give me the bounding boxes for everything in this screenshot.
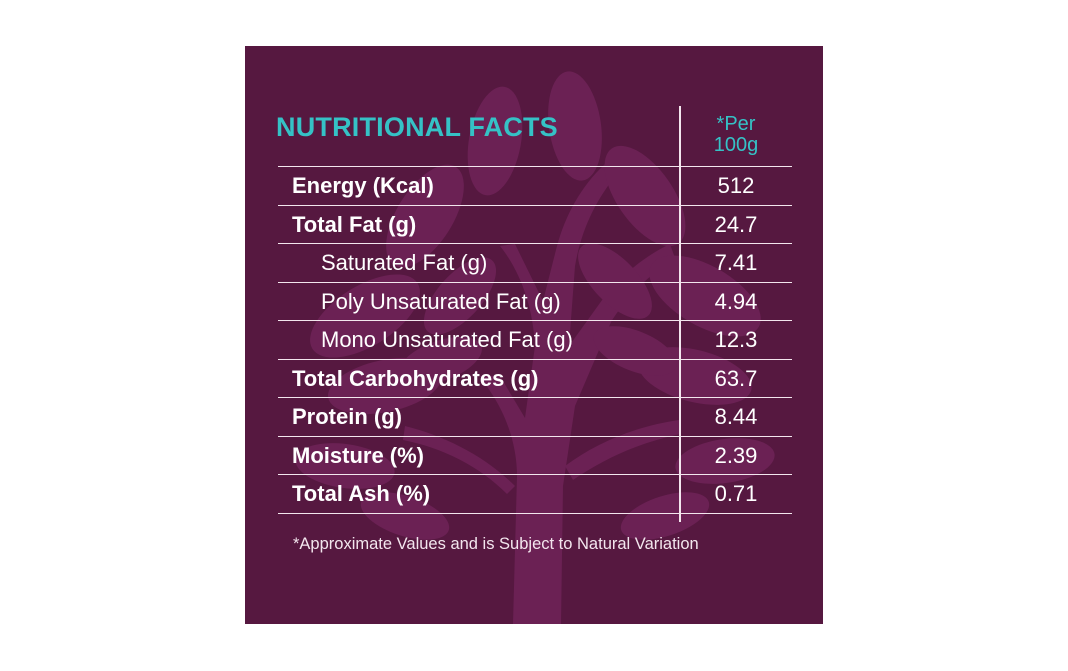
per-100g-header: *Per 100g [680,114,792,156]
nutrition-panel: NUTRITIONAL FACTS *Per 100g Energy (Kcal… [245,46,823,624]
table-row: Mono Unsaturated Fat (g) 12.3 [278,320,792,359]
table-row: Saturated Fat (g) 7.41 [278,243,792,282]
row-label: Total Carbohydrates (g) [292,365,539,391]
row-label: Mono Unsaturated Fat (g) [321,327,573,352]
per-header-line1: *Per [716,113,756,135]
row-label: Energy (Kcal) [292,173,434,198]
row-value: 4.94 [714,288,758,314]
row-label: Protein (g) [292,404,402,429]
table-row: Protein (g) 8.44 [278,397,792,436]
table-row: Total Fat (g) 24.7 [278,204,792,244]
row-label: Moisture (%) [292,442,424,468]
row-value: 24.7 [714,211,758,237]
row-label: Poly Unsaturated Fat (g) [321,288,561,314]
column-divider [679,106,681,522]
per-header-line2: 100g [713,134,759,156]
row-value: 8.44 [714,404,758,429]
footnote: *Approximate Values and is Subject to Na… [293,535,699,553]
table-row: Energy (Kcal) 512 [278,166,792,205]
row-value: 512 [717,173,755,198]
row-label: Saturated Fat (g) [321,250,488,275]
row-value: 2.39 [714,442,758,468]
table-row: Total Ash (%) 0.71 [278,474,792,514]
table-title: NUTRITIONAL FACTS [276,112,558,142]
table-row: Moisture (%) 2.39 [278,435,792,475]
row-value: 0.71 [714,481,758,506]
nutrition-table: Energy (Kcal) 512 Total Fat (g) 24.7 Sat… [278,166,792,514]
tree-icon [295,71,775,624]
row-value: 12.3 [714,327,758,352]
table-row: Total Carbohydrates (g) 63.7 [278,358,792,398]
row-value: 7.41 [714,250,758,275]
row-label: Total Fat (g) [292,211,417,237]
row-label: Total Ash (%) [292,481,431,506]
row-value: 63.7 [714,365,758,391]
table-row: Poly Unsaturated Fat (g) 4.94 [278,281,792,321]
